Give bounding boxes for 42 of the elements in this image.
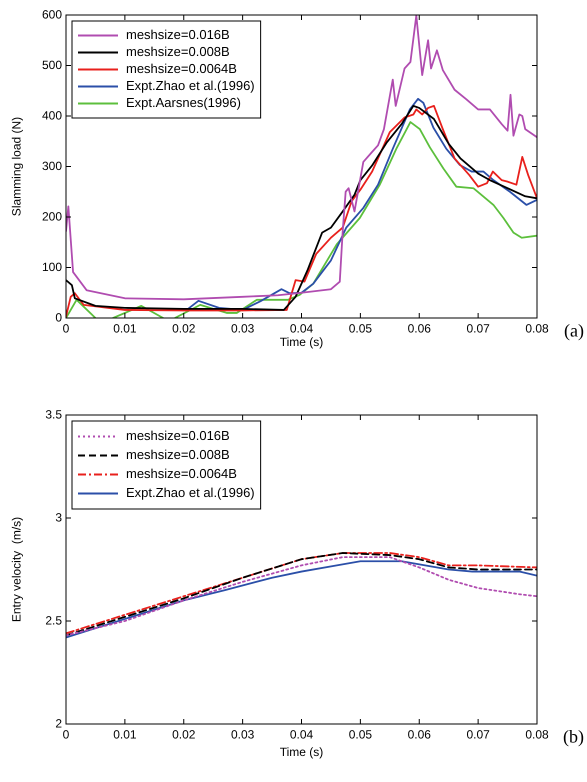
x-tick-label: 0.04 [290, 728, 314, 742]
x-axis-title: Time (s) [280, 335, 324, 350]
y-tick-label: 100 [42, 260, 62, 274]
legend-label: meshsize=0.0064B [126, 466, 237, 482]
x-tick-label: 0.07 [466, 322, 490, 336]
text: (a) [564, 320, 584, 341]
legend-label: meshsize=0.008B [126, 44, 230, 60]
x-tick-label: 0.01 [113, 322, 137, 336]
x-axis-title: Time (s) [280, 745, 324, 760]
legend-label: meshsize=0.016B [126, 27, 230, 42]
legend-label: Expt.Zhao et al.(1996) [126, 485, 255, 500]
legend-label: meshsize=0.016B [126, 428, 230, 444]
y-tick-label: 400 [42, 108, 62, 122]
x-tick-label: 0.05 [348, 322, 372, 336]
y-tick-label: 2 [55, 716, 62, 730]
legend-label: Expt.Aarsnes(1996) [126, 95, 241, 110]
y-tick-label: 0 [55, 310, 62, 324]
x-tick-label: 0.02 [172, 322, 196, 336]
y-tick-label: 300 [42, 158, 62, 173]
x-tick-label: 0.05 [348, 728, 372, 742]
y-tick-label: 200 [42, 209, 62, 224]
x-tick-label: 0.08 [525, 322, 549, 336]
x-tick-label: 0.03 [230, 728, 255, 742]
x-tick-label: 0.03 [230, 322, 255, 336]
y-axis-title: Entry velocity (m/s) [10, 516, 24, 622]
x-tick-label: 0.04 [290, 322, 314, 336]
legend-label: meshsize=0.008B [126, 447, 230, 462]
y-tick-label: 3 [55, 510, 62, 524]
y-tick-label: 600 [42, 7, 62, 22]
legend-label: meshsize=0.0064B [126, 61, 237, 76]
y-tick-label: 3.5 [45, 407, 62, 422]
y-tick-label: 2.5 [45, 613, 62, 628]
x-tick-label: 0.06 [408, 322, 432, 336]
x-tick-label: 0.08 [525, 728, 549, 742]
text: (b) [563, 726, 584, 747]
x-tick-label: 0.06 [408, 728, 432, 742]
legend-label: Expt.Zhao et al.(1996) [126, 78, 255, 94]
x-tick-label: 0.07 [466, 728, 490, 742]
y-tick-label: 500 [42, 58, 62, 72]
x-tick-label: 0.01 [113, 728, 137, 742]
x-tick-label: 0.02 [172, 728, 196, 742]
y-axis-title: Slamming load (N) [10, 116, 24, 216]
